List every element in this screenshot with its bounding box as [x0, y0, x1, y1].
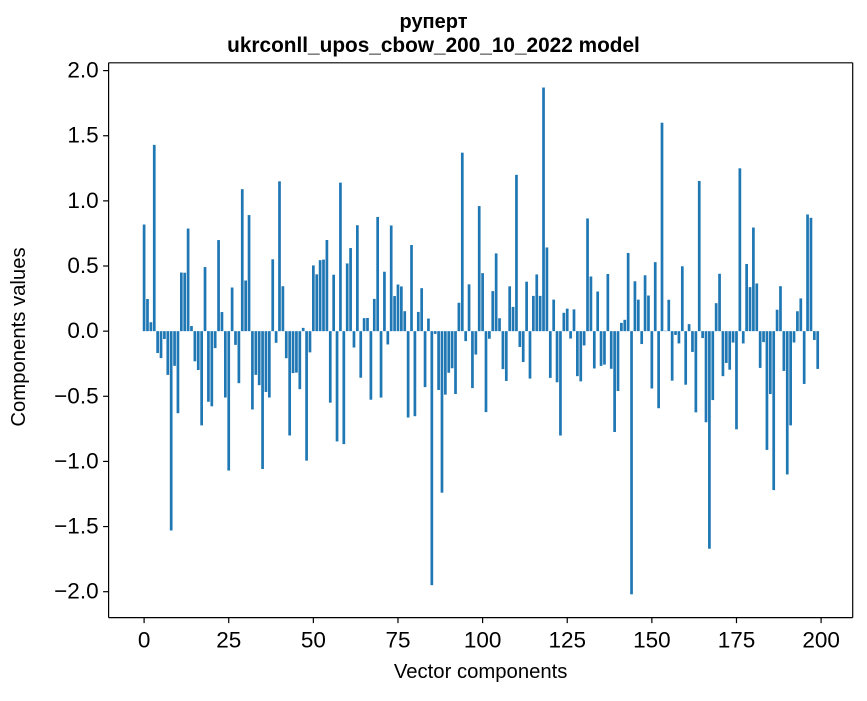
svg-text:1.5: 1.5	[67, 123, 98, 148]
svg-text:0.5: 0.5	[67, 253, 98, 278]
svg-text:−2.0: −2.0	[54, 579, 98, 604]
svg-text:2.0: 2.0	[67, 58, 98, 83]
svg-text:175: 175	[718, 628, 756, 653]
svg-text:125: 125	[548, 628, 586, 653]
svg-text:−0.5: −0.5	[54, 383, 98, 408]
svg-text:−1.5: −1.5	[54, 514, 98, 539]
svg-text:Vector components: Vector components	[394, 661, 568, 683]
svg-text:50: 50	[301, 628, 326, 653]
svg-text:100: 100	[464, 628, 502, 653]
svg-text:1.0: 1.0	[67, 188, 98, 213]
svg-text:0: 0	[138, 628, 151, 653]
svg-text:150: 150	[633, 628, 671, 653]
svg-text:25: 25	[216, 628, 241, 653]
svg-text:0.0: 0.0	[67, 318, 98, 343]
svg-text:200: 200	[802, 628, 840, 653]
svg-text:−1.0: −1.0	[54, 448, 98, 473]
svg-text:75: 75	[385, 628, 410, 653]
svg-text:Components values: Components values	[8, 247, 30, 426]
